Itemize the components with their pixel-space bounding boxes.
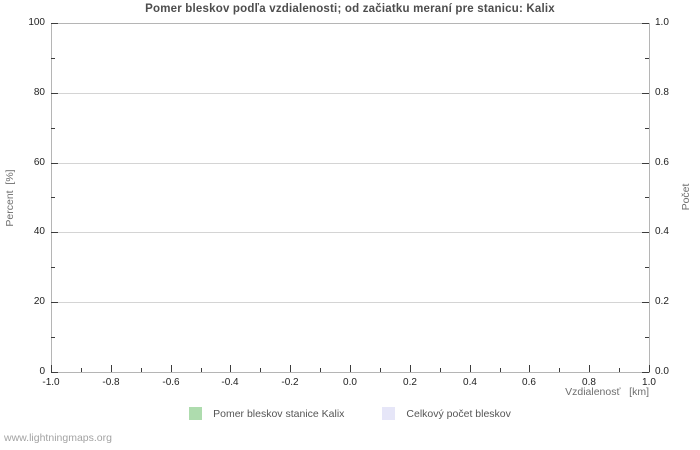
y-major-tick-right	[642, 302, 649, 303]
y-minor-tick-left	[51, 267, 55, 268]
x-tick-label: 0.6	[522, 377, 536, 388]
y-tick-label-right: 0.0	[655, 366, 669, 377]
y-minor-tick-right	[645, 58, 649, 59]
x-major-tick	[470, 365, 471, 372]
y-tick-label-right: 0.2	[655, 296, 669, 307]
x-major-tick	[410, 365, 411, 372]
y-axis-label-right: Počet	[680, 183, 692, 211]
y-major-tick-left	[51, 372, 58, 373]
x-minor-tick	[440, 368, 441, 372]
y-major-tick-left	[51, 163, 58, 164]
x-major-tick	[290, 365, 291, 372]
gridline	[52, 232, 648, 233]
y-tick-label-left: 60	[33, 157, 45, 168]
y-major-tick-right	[642, 232, 649, 233]
legend-item-total-count: Celkový počet bleskov	[382, 407, 511, 420]
y-axis-label-left: Percent [%]	[4, 169, 16, 227]
y-minor-tick-right	[645, 128, 649, 129]
y-minor-tick-left	[51, 197, 55, 198]
y-major-tick-left	[51, 23, 58, 24]
y-tick-label-left: 40	[33, 226, 45, 237]
y-major-tick-right	[642, 23, 649, 24]
y-major-tick-left	[51, 302, 58, 303]
y-tick-label-right: 0.4	[655, 226, 669, 237]
legend-label-station-ratio: Pomer bleskov stanice Kalix	[213, 407, 345, 420]
x-major-tick	[51, 365, 52, 372]
y-tick-label-right: 0.6	[655, 157, 669, 168]
x-minor-tick	[260, 368, 261, 372]
x-major-tick	[529, 365, 530, 372]
x-minor-tick	[320, 368, 321, 372]
legend-swatch-total-count	[382, 407, 396, 420]
x-major-tick	[111, 365, 112, 372]
x-major-tick	[589, 365, 590, 372]
x-tick-label: 0.8	[582, 377, 596, 388]
chart-title: Pomer bleskov podľa vzdialenosti; od zač…	[145, 3, 555, 15]
y-minor-tick-right	[645, 267, 649, 268]
gridline	[52, 93, 648, 94]
x-tick-label: -0.2	[281, 377, 299, 388]
x-tick-label: 1.0	[642, 377, 656, 388]
watermark: www.lightningmaps.org	[4, 432, 112, 444]
x-major-tick	[171, 365, 172, 372]
y-minor-tick-right	[645, 197, 649, 198]
y-tick-label-left: 20	[33, 296, 45, 307]
y-minor-tick-left	[51, 337, 55, 338]
gridline	[52, 163, 648, 164]
y-minor-tick-right	[645, 337, 649, 338]
x-minor-tick	[81, 368, 82, 372]
y-major-tick-right	[642, 163, 649, 164]
x-tick-label: 0.0	[343, 377, 357, 388]
y-major-tick-right	[642, 93, 649, 94]
x-major-tick	[649, 365, 650, 372]
x-major-tick	[350, 365, 351, 372]
x-minor-tick	[141, 368, 142, 372]
x-tick-label: 0.2	[403, 377, 417, 388]
y-tick-label-right: 0.8	[655, 87, 669, 98]
x-tick-label: -0.8	[102, 377, 120, 388]
y-tick-label-left: 100	[28, 17, 45, 28]
x-minor-tick	[201, 368, 202, 372]
x-tick-label: -0.4	[221, 377, 239, 388]
plot-area	[51, 23, 650, 373]
legend-item-station-ratio: Pomer bleskov stanice Kalix	[189, 407, 344, 420]
x-tick-label: -1.0	[42, 377, 60, 388]
x-minor-tick	[380, 368, 381, 372]
y-major-tick-right	[642, 372, 649, 373]
x-tick-label: 0.4	[463, 377, 477, 388]
x-axis-label: Vzdialenosť [km]	[565, 386, 649, 398]
y-major-tick-left	[51, 93, 58, 94]
y-minor-tick-left	[51, 58, 55, 59]
y-minor-tick-left	[51, 128, 55, 129]
x-tick-label: -0.6	[162, 377, 180, 388]
x-minor-tick	[500, 368, 501, 372]
y-tick-label-left: 80	[33, 87, 45, 98]
legend: Pomer bleskov stanice Kalix Celkový poče…	[0, 407, 700, 420]
y-major-tick-left	[51, 232, 58, 233]
legend-label-total-count: Celkový počet bleskov	[406, 407, 511, 420]
y-tick-label-right: 1.0	[655, 17, 669, 28]
y-tick-label-left: 0	[39, 366, 45, 377]
legend-swatch-station-ratio	[189, 407, 203, 420]
x-minor-tick	[619, 368, 620, 372]
x-minor-tick	[559, 368, 560, 372]
gridline	[52, 302, 648, 303]
x-major-tick	[230, 365, 231, 372]
